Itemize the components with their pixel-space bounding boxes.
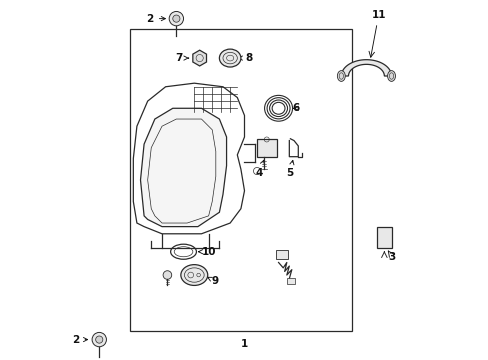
Bar bbox=[129, 30, 351, 330]
Circle shape bbox=[96, 336, 102, 343]
Text: 3: 3 bbox=[388, 252, 395, 262]
Text: 5: 5 bbox=[286, 161, 293, 178]
Text: 8: 8 bbox=[238, 53, 252, 63]
Ellipse shape bbox=[181, 265, 207, 285]
Text: 9: 9 bbox=[207, 276, 218, 286]
Polygon shape bbox=[192, 50, 206, 66]
Bar bbox=[286, 278, 294, 284]
Text: 1: 1 bbox=[241, 339, 247, 349]
Polygon shape bbox=[140, 108, 226, 226]
Bar bbox=[376, 226, 391, 248]
Circle shape bbox=[169, 12, 183, 26]
Polygon shape bbox=[341, 60, 391, 76]
Circle shape bbox=[92, 332, 106, 347]
Circle shape bbox=[163, 271, 171, 279]
Bar bbox=[257, 139, 276, 157]
Text: 11: 11 bbox=[371, 10, 386, 20]
Text: 2: 2 bbox=[146, 14, 165, 24]
Ellipse shape bbox=[387, 71, 395, 81]
Text: 10: 10 bbox=[198, 247, 216, 257]
Text: 7: 7 bbox=[175, 53, 188, 63]
Ellipse shape bbox=[337, 71, 345, 81]
Bar bbox=[276, 250, 287, 259]
Ellipse shape bbox=[219, 49, 241, 67]
Text: 6: 6 bbox=[292, 103, 300, 113]
Circle shape bbox=[172, 15, 180, 22]
Text: 4: 4 bbox=[255, 160, 264, 178]
Text: 2: 2 bbox=[72, 334, 87, 345]
